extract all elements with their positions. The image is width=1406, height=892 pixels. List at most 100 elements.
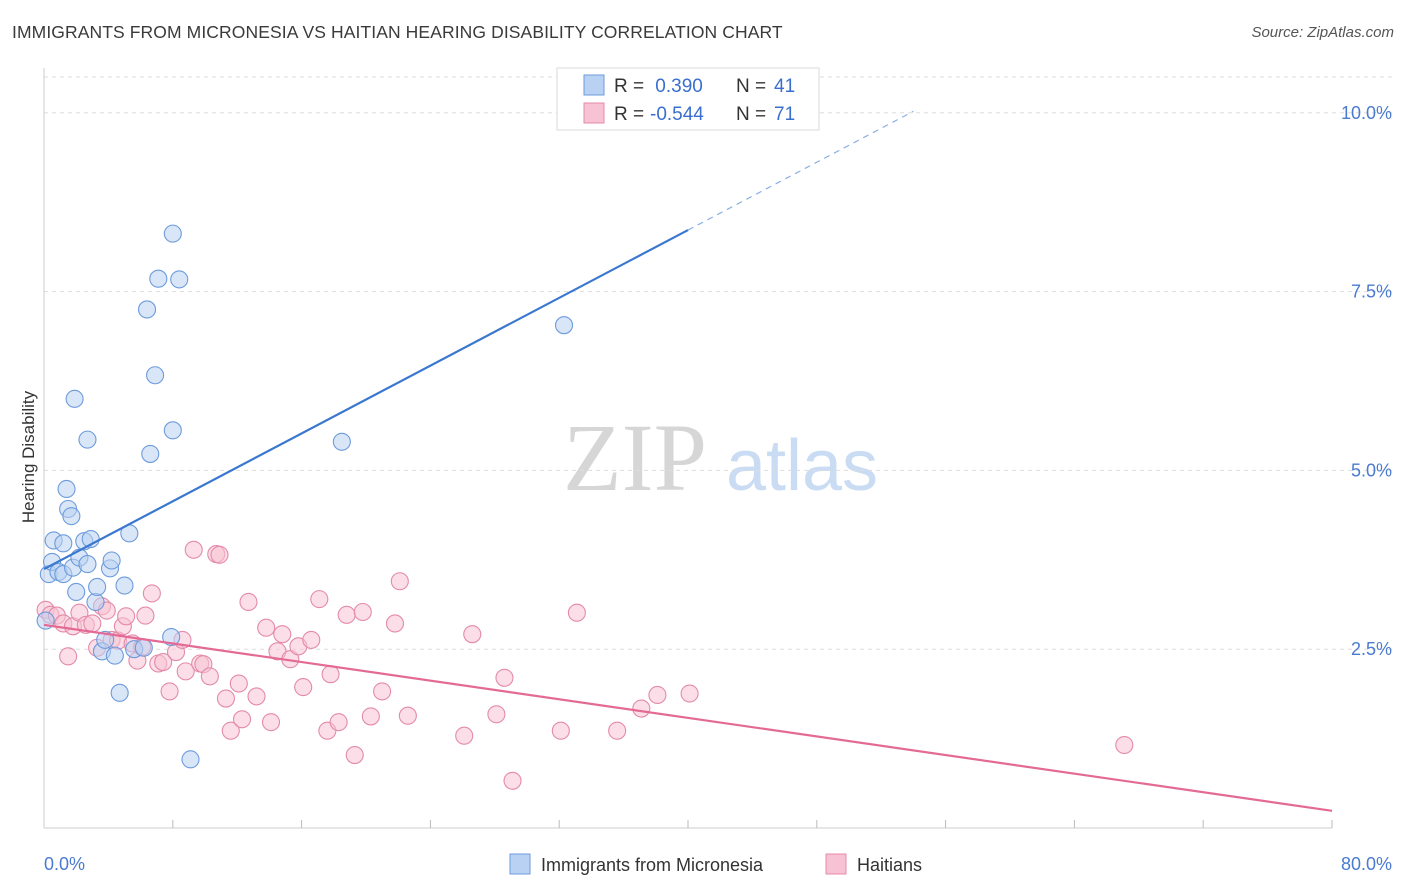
bottom-legend-label-micronesia: Immigrants from Micronesia — [541, 855, 764, 875]
haitians-point — [239, 592, 258, 612]
haitians-point — [495, 668, 514, 687]
haitians-point — [229, 674, 248, 693]
haitians-point — [567, 603, 586, 622]
micronesia-point — [67, 582, 86, 602]
micronesia-point — [554, 316, 574, 335]
micronesia-trend-line — [43, 229, 689, 571]
chart-title: IMMIGRANTS FROM MICRONESIA VS HAITIAN HE… — [12, 22, 783, 42]
watermark-atlas: atlas — [726, 426, 878, 506]
y-tick-labels: 2.5% 5.0% 7.5% 10.0% — [1341, 103, 1392, 659]
micronesia-point — [332, 432, 351, 451]
haitians-point — [221, 721, 240, 740]
haitians-point — [310, 590, 329, 609]
haitians-point — [247, 687, 266, 706]
haitians-point — [232, 710, 252, 729]
haitians-point — [294, 678, 313, 697]
haitians-point — [176, 662, 195, 681]
legend-n-value-haitians: 71 — [774, 104, 795, 125]
bottom-legend-label-haitians: Haitians — [857, 855, 922, 875]
haitians-point — [608, 721, 627, 740]
micronesia-point — [102, 551, 121, 570]
legend-n-value-micronesia: 41 — [774, 76, 795, 97]
micronesia-trend-extension — [687, 110, 914, 231]
bottom-legend-swatch-micronesia — [509, 853, 531, 875]
haitians-point — [59, 647, 78, 666]
haitians-point — [321, 665, 340, 684]
micronesia-point — [149, 269, 168, 288]
haitians-point — [551, 721, 570, 740]
micronesia-point — [115, 576, 134, 595]
source-label: Source: ZipAtlas.com — [1251, 24, 1394, 41]
haitians-point — [487, 705, 506, 724]
haitians-point — [200, 667, 219, 686]
haitians-point — [353, 602, 372, 622]
legend-r-value-haitians: -0.544 — [650, 104, 704, 125]
series-legend: Immigrants from Micronesia Haitians — [509, 853, 922, 875]
micronesia-point — [146, 366, 165, 385]
haitians-trend-line — [43, 623, 1333, 812]
micronesia-point — [163, 224, 182, 243]
trend-lines — [43, 110, 1333, 812]
x-tick-label-min: 0.0% — [44, 854, 85, 874]
micronesia-point — [96, 630, 115, 649]
haitians-point — [680, 684, 699, 703]
haitians-point — [455, 726, 474, 745]
micronesia-point — [162, 627, 181, 647]
legend-r-value-micronesia: 0.390 — [650, 76, 703, 97]
y-tick-label: 2.5% — [1351, 639, 1392, 659]
legend-n-label-haitians: N = — [736, 104, 766, 125]
haitians-point — [302, 630, 321, 649]
y-tick-label: 7.5% — [1351, 282, 1392, 302]
micronesia-point — [62, 507, 81, 526]
micronesia-point — [65, 389, 84, 408]
haitians-point — [136, 606, 155, 625]
haitians-point — [648, 685, 667, 705]
micronesia-point — [86, 592, 105, 612]
legend-n-label-micronesia: N = — [736, 76, 766, 97]
haitians-point — [373, 682, 392, 701]
micronesia-point — [105, 646, 124, 665]
haitians-point — [632, 699, 651, 718]
haitians-point — [216, 689, 235, 708]
gridlines — [44, 76, 1392, 650]
haitians-point — [398, 706, 417, 725]
haitians-point — [337, 605, 356, 624]
haitians-point — [257, 618, 276, 637]
micronesia-point — [54, 534, 73, 553]
micronesia-point — [88, 577, 107, 597]
micronesia-point — [134, 638, 153, 657]
haitians-point — [210, 545, 229, 564]
haitians-point — [345, 745, 364, 765]
haitians-point — [463, 625, 482, 644]
watermark-zip: ZIP — [563, 404, 707, 511]
micronesia-point — [78, 430, 97, 449]
legend-r-label-haitians: R = — [614, 104, 644, 125]
y-tick-label: 10.0% — [1341, 103, 1392, 123]
haitians-point — [142, 584, 161, 603]
x-ticks — [172, 820, 1333, 828]
legend-swatch-micronesia — [583, 74, 605, 96]
haitians-point — [390, 572, 409, 591]
haitians-point — [329, 713, 348, 732]
micronesia-point — [170, 270, 189, 289]
micronesia-point — [163, 421, 182, 440]
haitians-point — [361, 707, 380, 726]
haitians-point — [273, 625, 292, 644]
y-axis-title: Hearing Disability — [19, 390, 38, 523]
haitians-point — [83, 614, 102, 633]
micronesia-point — [137, 300, 157, 319]
haitians-point — [1115, 735, 1134, 755]
haitians-point — [117, 607, 136, 626]
haitians-point — [503, 771, 522, 790]
x-tick-label-max: 80.0% — [1341, 854, 1392, 874]
micronesia-point — [181, 750, 200, 769]
y-tick-label: 5.0% — [1351, 460, 1392, 480]
micronesia-point — [141, 444, 160, 463]
haitians-point — [154, 653, 173, 672]
legend-swatch-haitians — [583, 102, 605, 124]
haitians-point — [385, 614, 405, 633]
bottom-legend-swatch-haitians — [825, 853, 847, 875]
micronesia-points — [36, 224, 574, 769]
micronesia-point — [78, 555, 97, 574]
